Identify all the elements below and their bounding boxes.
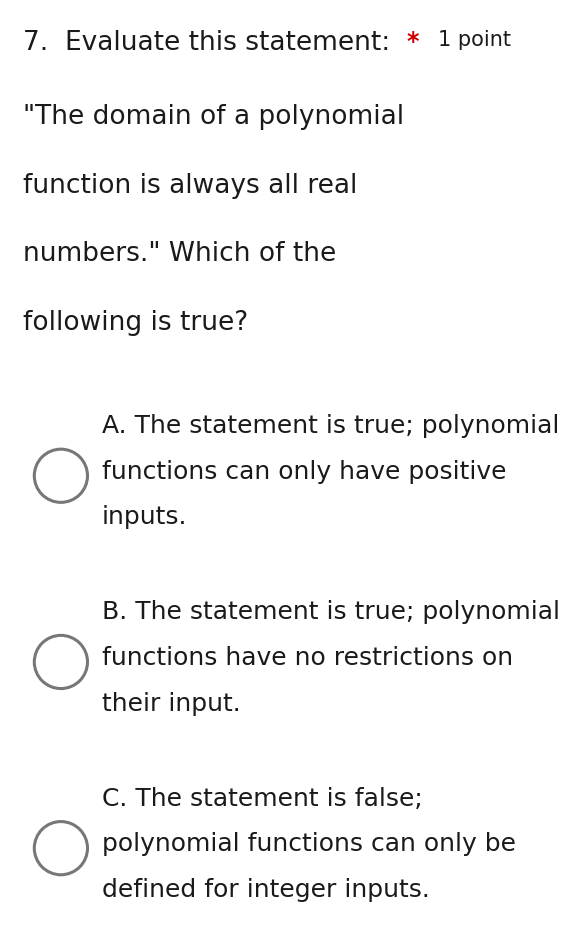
Text: C. The statement is false;: C. The statement is false; (102, 787, 422, 810)
Text: following is true?: following is true? (23, 310, 248, 335)
Text: inputs.: inputs. (102, 505, 187, 529)
Text: "The domain of a polynomial: "The domain of a polynomial (23, 104, 404, 130)
Text: polynomial functions can only be: polynomial functions can only be (102, 832, 516, 856)
Text: functions can only have positive: functions can only have positive (102, 460, 506, 484)
Text: their input.: their input. (102, 692, 240, 715)
Text: A. The statement is true; polynomial: A. The statement is true; polynomial (102, 414, 559, 438)
Text: function is always all real: function is always all real (23, 173, 358, 199)
Text: *: * (406, 30, 419, 54)
Text: B. The statement is true; polynomial: B. The statement is true; polynomial (102, 600, 560, 624)
Text: numbers." Which of the: numbers." Which of the (23, 241, 336, 267)
Text: defined for integer inputs.: defined for integer inputs. (102, 878, 429, 902)
Text: 7.  Evaluate this statement:: 7. Evaluate this statement: (23, 30, 390, 56)
Text: 1 point: 1 point (438, 30, 511, 50)
Text: functions have no restrictions on: functions have no restrictions on (102, 646, 513, 670)
